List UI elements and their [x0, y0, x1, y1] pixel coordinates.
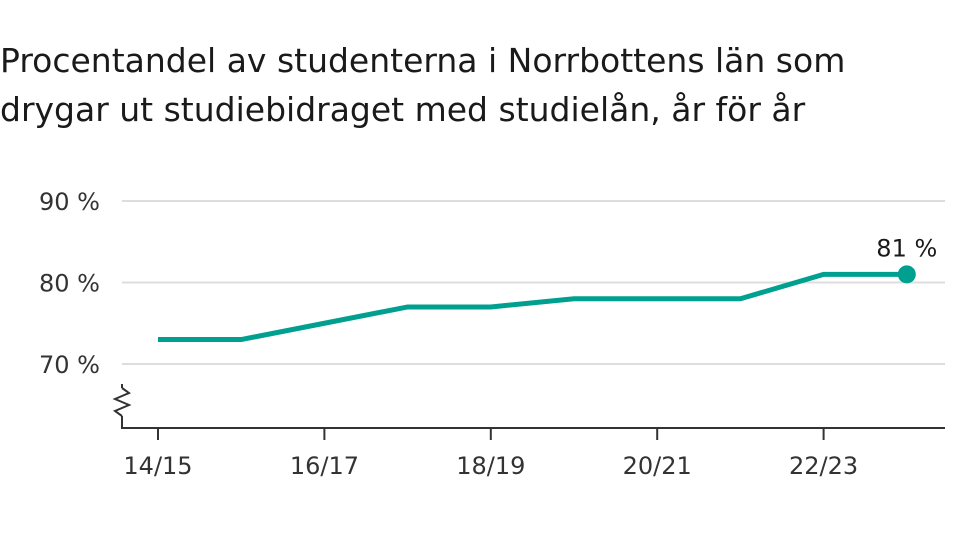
y-tick-label: 90 % [39, 188, 100, 216]
x-tick-label: 20/21 [623, 452, 692, 480]
axes [112, 384, 945, 440]
x-tick-label: 18/19 [456, 452, 525, 480]
x-tick-label: 16/17 [290, 452, 359, 480]
series: 81 % [158, 234, 937, 343]
tick-labels: 70 % 80 % 90 % 14/15 16/17 18/19 20/21 22/23 [39, 188, 858, 480]
series-end-point [897, 265, 916, 284]
x-tick-label: 22/23 [789, 452, 858, 480]
y-tick-label: 70 % [39, 351, 100, 379]
y-tick-label: 80 % [39, 270, 100, 298]
series-line [158, 271, 907, 343]
axis-break-symbol [112, 387, 132, 417]
end-value-label: 81 % [876, 234, 937, 262]
chart-title: Procentandel av studenterna i Norrbotten… [0, 41, 846, 129]
gridlines [122, 200, 945, 365]
x-tick-label: 14/15 [123, 452, 192, 480]
